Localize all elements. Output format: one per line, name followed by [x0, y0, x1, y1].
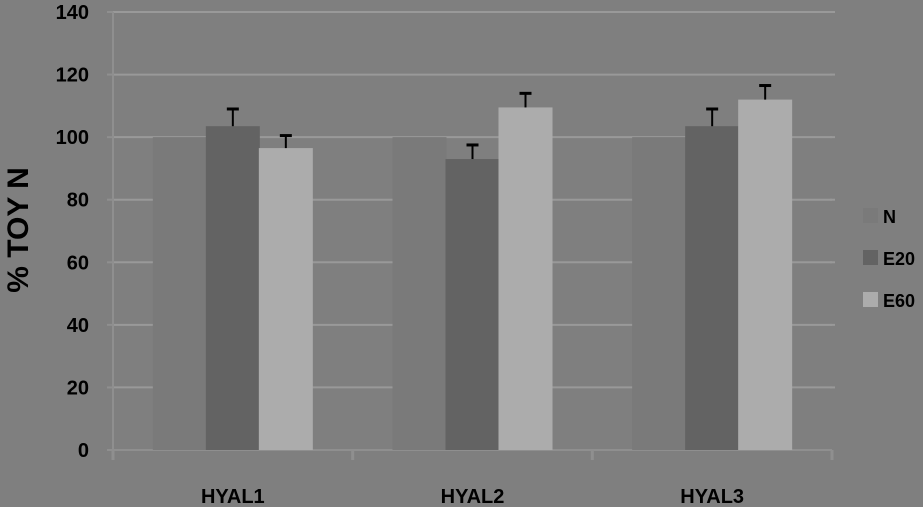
legend: N E20 E60: [863, 207, 915, 311]
legend-swatch-N: [863, 208, 878, 223]
y-tick-label-60: 60: [67, 252, 89, 274]
bar-E60-HYAL1: [258, 148, 313, 451]
y-axis-title: % TOY N: [2, 167, 35, 293]
y-tick-label-0: 0: [78, 440, 89, 462]
bar-N-HYAL2: [392, 137, 447, 450]
bar-E20-HYAL1: [205, 126, 260, 450]
y-tick-label-40: 40: [67, 315, 89, 337]
bar-E20-HYAL2: [445, 159, 500, 451]
category-label-HYAL3: HYAL3: [680, 486, 744, 507]
y-tick-label-80: 80: [67, 190, 89, 212]
legend-swatch-E60: [863, 292, 878, 307]
bar-N-HYAL1: [152, 137, 207, 450]
category-labels: HYAL1 HYAL2 HYAL3: [201, 486, 744, 507]
legend-label-E20: E20: [883, 249, 915, 269]
error-bars: [226, 84, 772, 160]
bar-E60-HYAL3: [738, 99, 793, 450]
y-tick-label-20: 20: [67, 377, 89, 399]
bar-E60-HYAL2: [498, 107, 553, 451]
bar-E20-HYAL3: [685, 126, 740, 450]
legend-label-E60: E60: [883, 291, 915, 311]
y-tick-label-140: 140: [56, 2, 89, 24]
y-tick-labels: 0 20 40 60 80 100 120 140: [56, 2, 89, 462]
category-label-HYAL2: HYAL2: [441, 486, 505, 507]
category-label-HYAL1: HYAL1: [201, 486, 265, 507]
bar-N-HYAL3: [632, 137, 687, 450]
y-tick-label-120: 120: [56, 65, 89, 87]
legend-label-N: N: [883, 207, 896, 227]
y-tick-label-100: 100: [56, 127, 89, 149]
bars: [152, 99, 793, 451]
legend-swatch-E20: [863, 250, 878, 265]
